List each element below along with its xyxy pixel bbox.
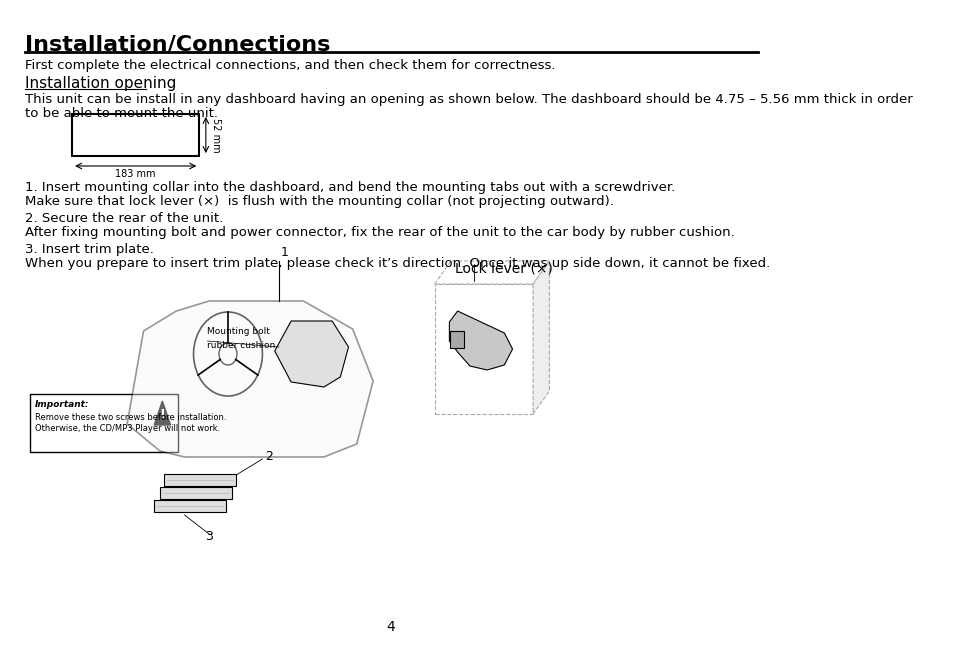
Text: Installation opening: Installation opening bbox=[25, 76, 175, 91]
Text: 3. Insert trim plate.: 3. Insert trim plate. bbox=[25, 243, 153, 256]
Text: to be able to mount the unit.: to be able to mount the unit. bbox=[25, 107, 217, 120]
Text: Remove these two screws before installation.: Remove these two screws before installat… bbox=[35, 413, 227, 422]
Text: 52 mm: 52 mm bbox=[211, 117, 220, 153]
Text: 1: 1 bbox=[280, 246, 288, 259]
FancyBboxPatch shape bbox=[30, 394, 178, 452]
Text: Otherwise, the CD/MP3 Player will not work.: Otherwise, the CD/MP3 Player will not wo… bbox=[35, 424, 220, 433]
Text: 1. Insert mounting collar into the dashboard, and bend the mounting tabs out wit: 1. Insert mounting collar into the dashb… bbox=[25, 181, 674, 194]
Text: rubber cushion: rubber cushion bbox=[207, 341, 275, 350]
Polygon shape bbox=[449, 311, 512, 370]
Bar bbox=[164, 474, 236, 486]
Text: !: ! bbox=[159, 408, 165, 421]
Bar bbox=[160, 487, 232, 499]
Text: 183 mm: 183 mm bbox=[115, 169, 155, 179]
Text: After fixing mounting bolt and power connector, fix the rear of the unit to the : After fixing mounting bolt and power con… bbox=[25, 226, 734, 239]
Text: 4: 4 bbox=[386, 620, 395, 634]
Polygon shape bbox=[127, 301, 373, 457]
Text: First complete the electrical connections, and then check them for correctness.: First complete the electrical connection… bbox=[25, 59, 555, 72]
Text: This unit can be install in any dashboard having an opening as shown below. The : This unit can be install in any dashboar… bbox=[25, 93, 911, 106]
Text: Make sure that lock lever (×)  is flush with the mounting collar (not projecting: Make sure that lock lever (×) is flush w… bbox=[25, 195, 613, 208]
Polygon shape bbox=[435, 284, 533, 414]
Bar bbox=[154, 500, 226, 512]
Bar bbox=[72, 114, 199, 156]
Polygon shape bbox=[435, 261, 549, 284]
Text: Installation/Connections: Installation/Connections bbox=[25, 34, 330, 54]
Text: Lock lever (×): Lock lever (×) bbox=[455, 261, 553, 275]
Text: Important:: Important: bbox=[35, 400, 90, 409]
Text: When you prepare to insert trim plate, please check it’s direction. Once it was : When you prepare to insert trim plate, p… bbox=[25, 257, 769, 270]
Text: 2. Secure the rear of the unit.: 2. Secure the rear of the unit. bbox=[25, 212, 223, 225]
Polygon shape bbox=[154, 401, 171, 425]
Bar bbox=[450, 331, 464, 348]
Polygon shape bbox=[274, 321, 348, 387]
Text: Mounting bolt: Mounting bolt bbox=[207, 327, 270, 336]
Text: 3: 3 bbox=[205, 530, 213, 543]
Polygon shape bbox=[533, 261, 549, 414]
Text: 2: 2 bbox=[265, 450, 273, 463]
